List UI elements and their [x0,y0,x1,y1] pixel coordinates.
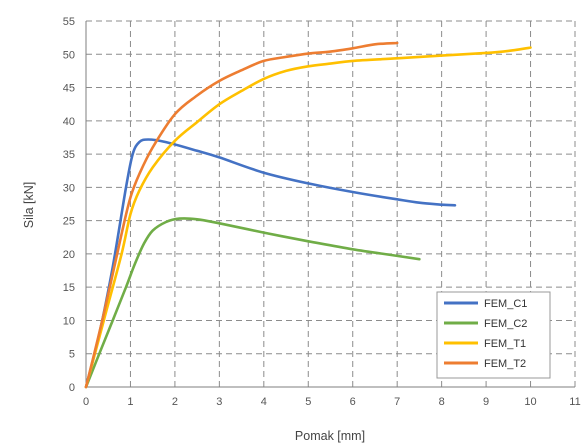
series-line-fem-c1 [84,138,457,389]
x-tick-label: 10 [524,396,536,408]
x-tick-label: 6 [350,396,356,408]
x-tick-labels: 0 1 2 3 4 5 6 7 8 9 10 11 [83,396,581,408]
x-tick-label: 11 [569,396,580,408]
y-tick-label: 15 [63,282,75,294]
x-tick-label: 0 [83,396,89,408]
x-axis-label: Pomak [mm] [295,429,365,443]
series-line-fem-c2 [84,217,421,389]
y-tick-label: 35 [63,149,75,161]
legend: FEM_C1 FEM_C2 FEM_T1 FEM_T2 [436,291,551,379]
series-lines [84,41,532,389]
x-tick-label: 9 [483,396,489,408]
legend-label: FEM_T2 [484,358,526,370]
y-tick-label: 40 [63,116,75,128]
axes [85,21,575,388]
y-tick-label: 20 [63,249,75,261]
y-tick-labels: 0 5 10 15 20 25 30 35 40 45 50 55 [63,16,75,394]
y-tick-label: 45 [63,83,75,95]
y-tick-label: 50 [63,49,75,61]
x-tick-label: 4 [261,396,267,408]
x-tick-label: 5 [305,396,311,408]
x-tick-label: 8 [439,396,445,408]
y-axis-label: Sila [kN] [22,182,36,229]
y-tick-label: 10 [63,315,75,327]
y-tick-label: 0 [69,382,75,394]
y-tick-label: 25 [63,216,75,228]
x-tick-label: 7 [394,396,400,408]
series-line-fem-t1 [84,46,532,389]
y-tick-label: 5 [69,349,75,361]
y-tick-label: 30 [63,182,75,194]
y-tick-label: 55 [63,16,75,28]
x-tick-label: 1 [127,396,133,408]
x-tick-label: 3 [216,396,222,408]
series-line-fem-t2 [84,41,399,389]
legend-label: FEM_T1 [484,338,526,350]
legend-label: FEM_C2 [484,318,527,330]
legend-label: FEM_C1 [484,298,527,310]
x-tick-label: 2 [172,396,178,408]
